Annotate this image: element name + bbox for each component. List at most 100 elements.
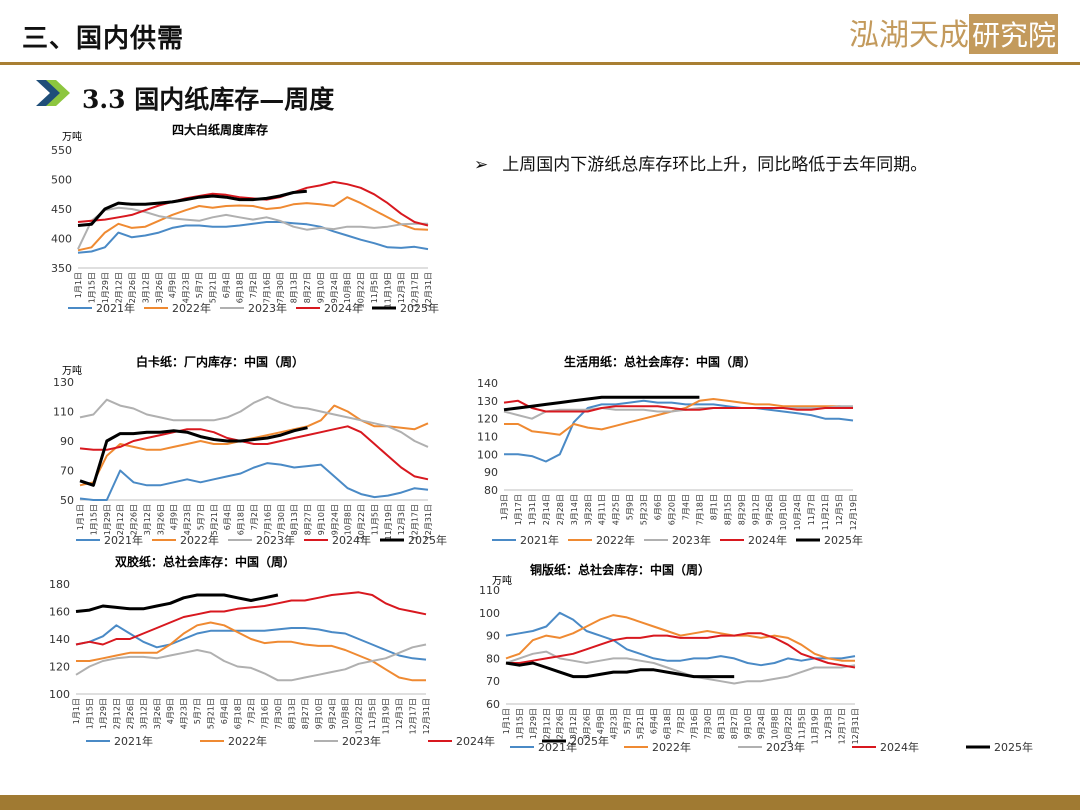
- x-tick-label: 3月26日: [153, 698, 162, 729]
- chart-title: 四大白纸周度库存: [172, 122, 268, 137]
- y-tick-label: 90: [484, 466, 498, 479]
- x-tick-label: 9月24日: [757, 708, 766, 739]
- legend-label: 2024年: [748, 533, 787, 547]
- section-title: 3.3 国内纸库存—周度: [82, 85, 335, 114]
- y-tick-label: 50: [60, 494, 74, 507]
- x-tick-label: 3月14日: [570, 494, 579, 525]
- y-tick-label: 70: [60, 465, 74, 478]
- series-line-2025年: [79, 426, 308, 487]
- chart-title: 白卡纸：厂内库存：中国（周）: [136, 354, 304, 369]
- x-tick-label: 2月26日: [126, 698, 135, 729]
- header-rule: [0, 62, 1080, 65]
- x-tick-label: 4月9日: [170, 504, 179, 530]
- x-tick-label: 12月17日: [409, 698, 418, 734]
- x-tick-label: 1月1日: [502, 708, 511, 734]
- legend-label: 2023年: [248, 301, 287, 315]
- series-line-2021年: [505, 611, 856, 667]
- chart-tissue-paper-inventory: 生活用纸：总社会库存：中国（周） 80 90 100 110 120 130 140 1月3日 1…: [477, 354, 863, 547]
- y-tick-label: 80: [484, 484, 498, 497]
- summary-bullet: ➢ 上周国内下游纸总库存环比上升，同比略低于去年同期。: [474, 150, 927, 175]
- series-line-2021年: [75, 624, 427, 661]
- x-tick-label: 7月2日: [247, 698, 256, 724]
- x-tick-label: 3月26日: [583, 708, 592, 739]
- x-tick-label: 4月23日: [182, 272, 191, 303]
- x-tick-label: 12月3日: [397, 504, 406, 535]
- x-tick-label: 10月22日: [784, 708, 793, 744]
- x-tick-label: 9月24日: [330, 504, 339, 535]
- x-tick-label: 12月3日: [824, 708, 833, 739]
- series-line-2022年: [505, 614, 855, 662]
- x-tick-label: 11月21日: [821, 494, 830, 530]
- x-tick-label: 12月17日: [838, 708, 847, 744]
- series-line-2025年: [505, 661, 735, 679]
- bullet-arrow-icon: ➢: [474, 155, 489, 175]
- x-tick-label: 9月12日: [751, 494, 760, 525]
- y-tick-label: 130: [53, 376, 74, 389]
- svg-text:研究院: 研究院: [972, 19, 1056, 52]
- x-tick-label: 11月19日: [384, 504, 393, 540]
- x-tick-label: 7月18日: [695, 494, 704, 525]
- y-tick-label: 100: [477, 448, 498, 461]
- chart-title: 双胶纸：总社会库存：中国（周）: [115, 554, 295, 569]
- x-tick-label: 4月23日: [180, 698, 189, 729]
- series-line-2024年: [506, 632, 856, 669]
- legend-label: 2024年: [880, 740, 919, 754]
- y-tick-label: 120: [49, 661, 70, 674]
- x-tick-label: 11月19日: [811, 708, 820, 744]
- x-tick-label: 1月29日: [529, 708, 538, 739]
- legend-label: 2022年: [180, 533, 219, 547]
- x-tick-label: 9月24日: [328, 698, 337, 729]
- y-tick-label: 110: [53, 406, 74, 419]
- x-tick-label: 8月27日: [304, 504, 313, 535]
- x-tick-label: 3月12日: [143, 504, 152, 535]
- x-tick-label: 10月22日: [357, 272, 366, 308]
- series-line-2023年: [79, 395, 429, 448]
- series-line-2023年: [503, 405, 853, 420]
- x-tick-label: 2月26日: [556, 708, 565, 739]
- x-tick-label: 1月1日: [74, 272, 83, 298]
- legend-label: 2021年: [520, 533, 559, 547]
- x-tick-label: 8月13日: [290, 504, 299, 535]
- y-tick-label: 110: [477, 431, 498, 444]
- x-tick-label: 11月19日: [382, 698, 391, 734]
- y-tick-label: 500: [51, 174, 72, 187]
- x-tick-label: 8月13日: [287, 698, 296, 729]
- x-tick-label: 5月7日: [195, 272, 204, 298]
- series-line-2024年: [75, 591, 427, 646]
- svg-text:泓湖天成: 泓湖天成: [849, 18, 969, 53]
- x-tick-label: 7月16日: [263, 504, 272, 535]
- x-tick-label: 12月3日: [397, 272, 406, 303]
- x-tick-label: 12月17日: [411, 504, 420, 540]
- series-line-2023年: [77, 206, 428, 250]
- section-chevron-icon: [36, 80, 70, 106]
- x-tick-label: 6月4日: [220, 698, 229, 724]
- x-tick-label: 10月22日: [355, 698, 364, 734]
- legend-label: 2025年: [400, 301, 439, 315]
- x-tick-label: 10月24日: [793, 494, 802, 530]
- company-logo: 泓湖天成 研究院: [849, 14, 1058, 54]
- x-tick-label: 11月5日: [797, 708, 806, 739]
- legend-label: 2021年: [104, 533, 143, 547]
- x-tick-label: 7月2日: [677, 708, 686, 734]
- x-tick-label: 2月28日: [556, 494, 565, 525]
- x-tick-label: 6月20日: [668, 494, 677, 525]
- x-tick-label: 2月12日: [114, 272, 123, 303]
- series-line-2025年: [503, 395, 700, 412]
- x-tick-label: 7月30日: [277, 504, 286, 535]
- footer-bar: [0, 795, 1080, 810]
- x-tick-label: 12月19日: [849, 494, 858, 530]
- x-tick-label: 5月21日: [209, 272, 218, 303]
- y-tick-label: 400: [51, 233, 72, 246]
- x-tick-label: 5月7日: [193, 698, 202, 724]
- y-tick-label: 350: [51, 262, 72, 275]
- y-axis-unit: 万吨: [492, 574, 512, 587]
- x-tick-label: 12月3日: [395, 698, 404, 729]
- x-tick-label: 12月31日: [422, 698, 431, 734]
- y-tick-label: 60: [486, 698, 500, 711]
- x-tick-label: 3月12日: [141, 272, 150, 303]
- x-tick-label: 10月8日: [344, 504, 353, 535]
- y-axis-unit: 万吨: [62, 364, 82, 377]
- x-tick-label: 4月9日: [168, 272, 177, 298]
- x-tick-label: 6月4日: [223, 504, 232, 530]
